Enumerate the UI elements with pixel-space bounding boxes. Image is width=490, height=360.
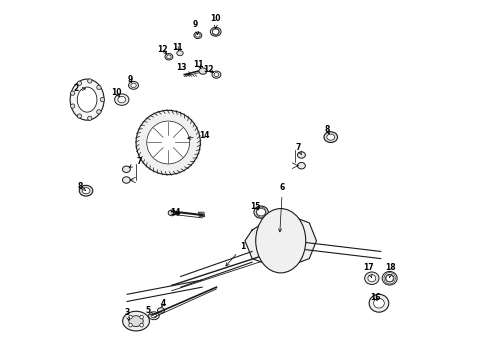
Ellipse shape: [122, 311, 149, 331]
Ellipse shape: [214, 73, 219, 77]
Circle shape: [97, 85, 101, 90]
Ellipse shape: [129, 316, 143, 327]
Ellipse shape: [122, 177, 130, 183]
Text: 8: 8: [324, 126, 330, 135]
Circle shape: [129, 315, 132, 319]
Text: 4: 4: [160, 299, 166, 308]
Ellipse shape: [196, 33, 200, 37]
Ellipse shape: [365, 272, 379, 284]
Text: 11: 11: [172, 43, 182, 52]
Ellipse shape: [194, 32, 202, 39]
Text: 12: 12: [158, 45, 168, 54]
Circle shape: [259, 234, 263, 237]
Ellipse shape: [212, 71, 221, 78]
Circle shape: [290, 221, 294, 225]
Ellipse shape: [77, 87, 97, 112]
Ellipse shape: [369, 294, 389, 312]
Ellipse shape: [324, 132, 338, 143]
Text: 1: 1: [226, 242, 246, 266]
Text: 12: 12: [203, 65, 214, 74]
Ellipse shape: [177, 51, 183, 56]
Ellipse shape: [256, 208, 306, 273]
Ellipse shape: [199, 68, 207, 74]
Circle shape: [71, 104, 75, 108]
Text: 9: 9: [193, 20, 198, 35]
Ellipse shape: [157, 308, 165, 313]
Ellipse shape: [82, 188, 90, 194]
Ellipse shape: [79, 185, 93, 196]
Circle shape: [277, 216, 281, 219]
Circle shape: [265, 246, 268, 250]
Circle shape: [129, 323, 132, 327]
Circle shape: [88, 79, 92, 83]
Text: 5: 5: [145, 306, 153, 316]
Ellipse shape: [213, 29, 219, 35]
Text: 6: 6: [278, 183, 285, 232]
Ellipse shape: [165, 54, 173, 60]
Text: 3: 3: [124, 308, 130, 320]
Ellipse shape: [131, 83, 136, 87]
Circle shape: [77, 114, 81, 118]
Circle shape: [100, 98, 104, 102]
Ellipse shape: [122, 166, 130, 172]
Circle shape: [140, 315, 144, 319]
Text: 10: 10: [111, 88, 122, 97]
Circle shape: [277, 251, 281, 255]
Ellipse shape: [70, 79, 104, 120]
Text: 2: 2: [74, 84, 85, 93]
Text: 8: 8: [77, 182, 86, 191]
Ellipse shape: [327, 134, 335, 140]
Circle shape: [290, 246, 294, 250]
Ellipse shape: [151, 314, 157, 318]
Text: 18: 18: [386, 263, 396, 278]
Ellipse shape: [382, 271, 397, 285]
Text: 7: 7: [129, 157, 142, 167]
Ellipse shape: [257, 208, 266, 216]
Circle shape: [259, 216, 298, 255]
Ellipse shape: [128, 81, 139, 89]
Text: 14: 14: [188, 131, 209, 140]
Circle shape: [77, 81, 81, 85]
Polygon shape: [245, 212, 317, 269]
Text: 15: 15: [250, 202, 261, 211]
Ellipse shape: [368, 275, 376, 282]
Ellipse shape: [115, 94, 129, 105]
Circle shape: [295, 234, 298, 237]
Circle shape: [265, 221, 268, 225]
Ellipse shape: [386, 274, 394, 282]
Ellipse shape: [167, 55, 171, 59]
Ellipse shape: [148, 312, 159, 320]
Circle shape: [140, 323, 144, 327]
Text: 14: 14: [170, 208, 181, 217]
Circle shape: [97, 110, 101, 114]
Ellipse shape: [210, 27, 221, 36]
Text: 10: 10: [211, 14, 221, 29]
Ellipse shape: [254, 206, 268, 218]
Text: 7: 7: [295, 143, 301, 154]
Text: 11: 11: [194, 60, 204, 69]
Circle shape: [136, 111, 200, 175]
Ellipse shape: [297, 162, 305, 169]
Circle shape: [88, 116, 92, 120]
Text: 13: 13: [176, 63, 190, 75]
Text: 17: 17: [363, 263, 373, 278]
Text: 9: 9: [127, 75, 133, 84]
Circle shape: [147, 121, 190, 164]
Ellipse shape: [297, 152, 305, 158]
Circle shape: [268, 225, 290, 246]
Text: 16: 16: [370, 293, 381, 302]
Circle shape: [71, 91, 75, 95]
Ellipse shape: [118, 96, 126, 103]
Ellipse shape: [373, 298, 384, 308]
Ellipse shape: [168, 210, 175, 216]
